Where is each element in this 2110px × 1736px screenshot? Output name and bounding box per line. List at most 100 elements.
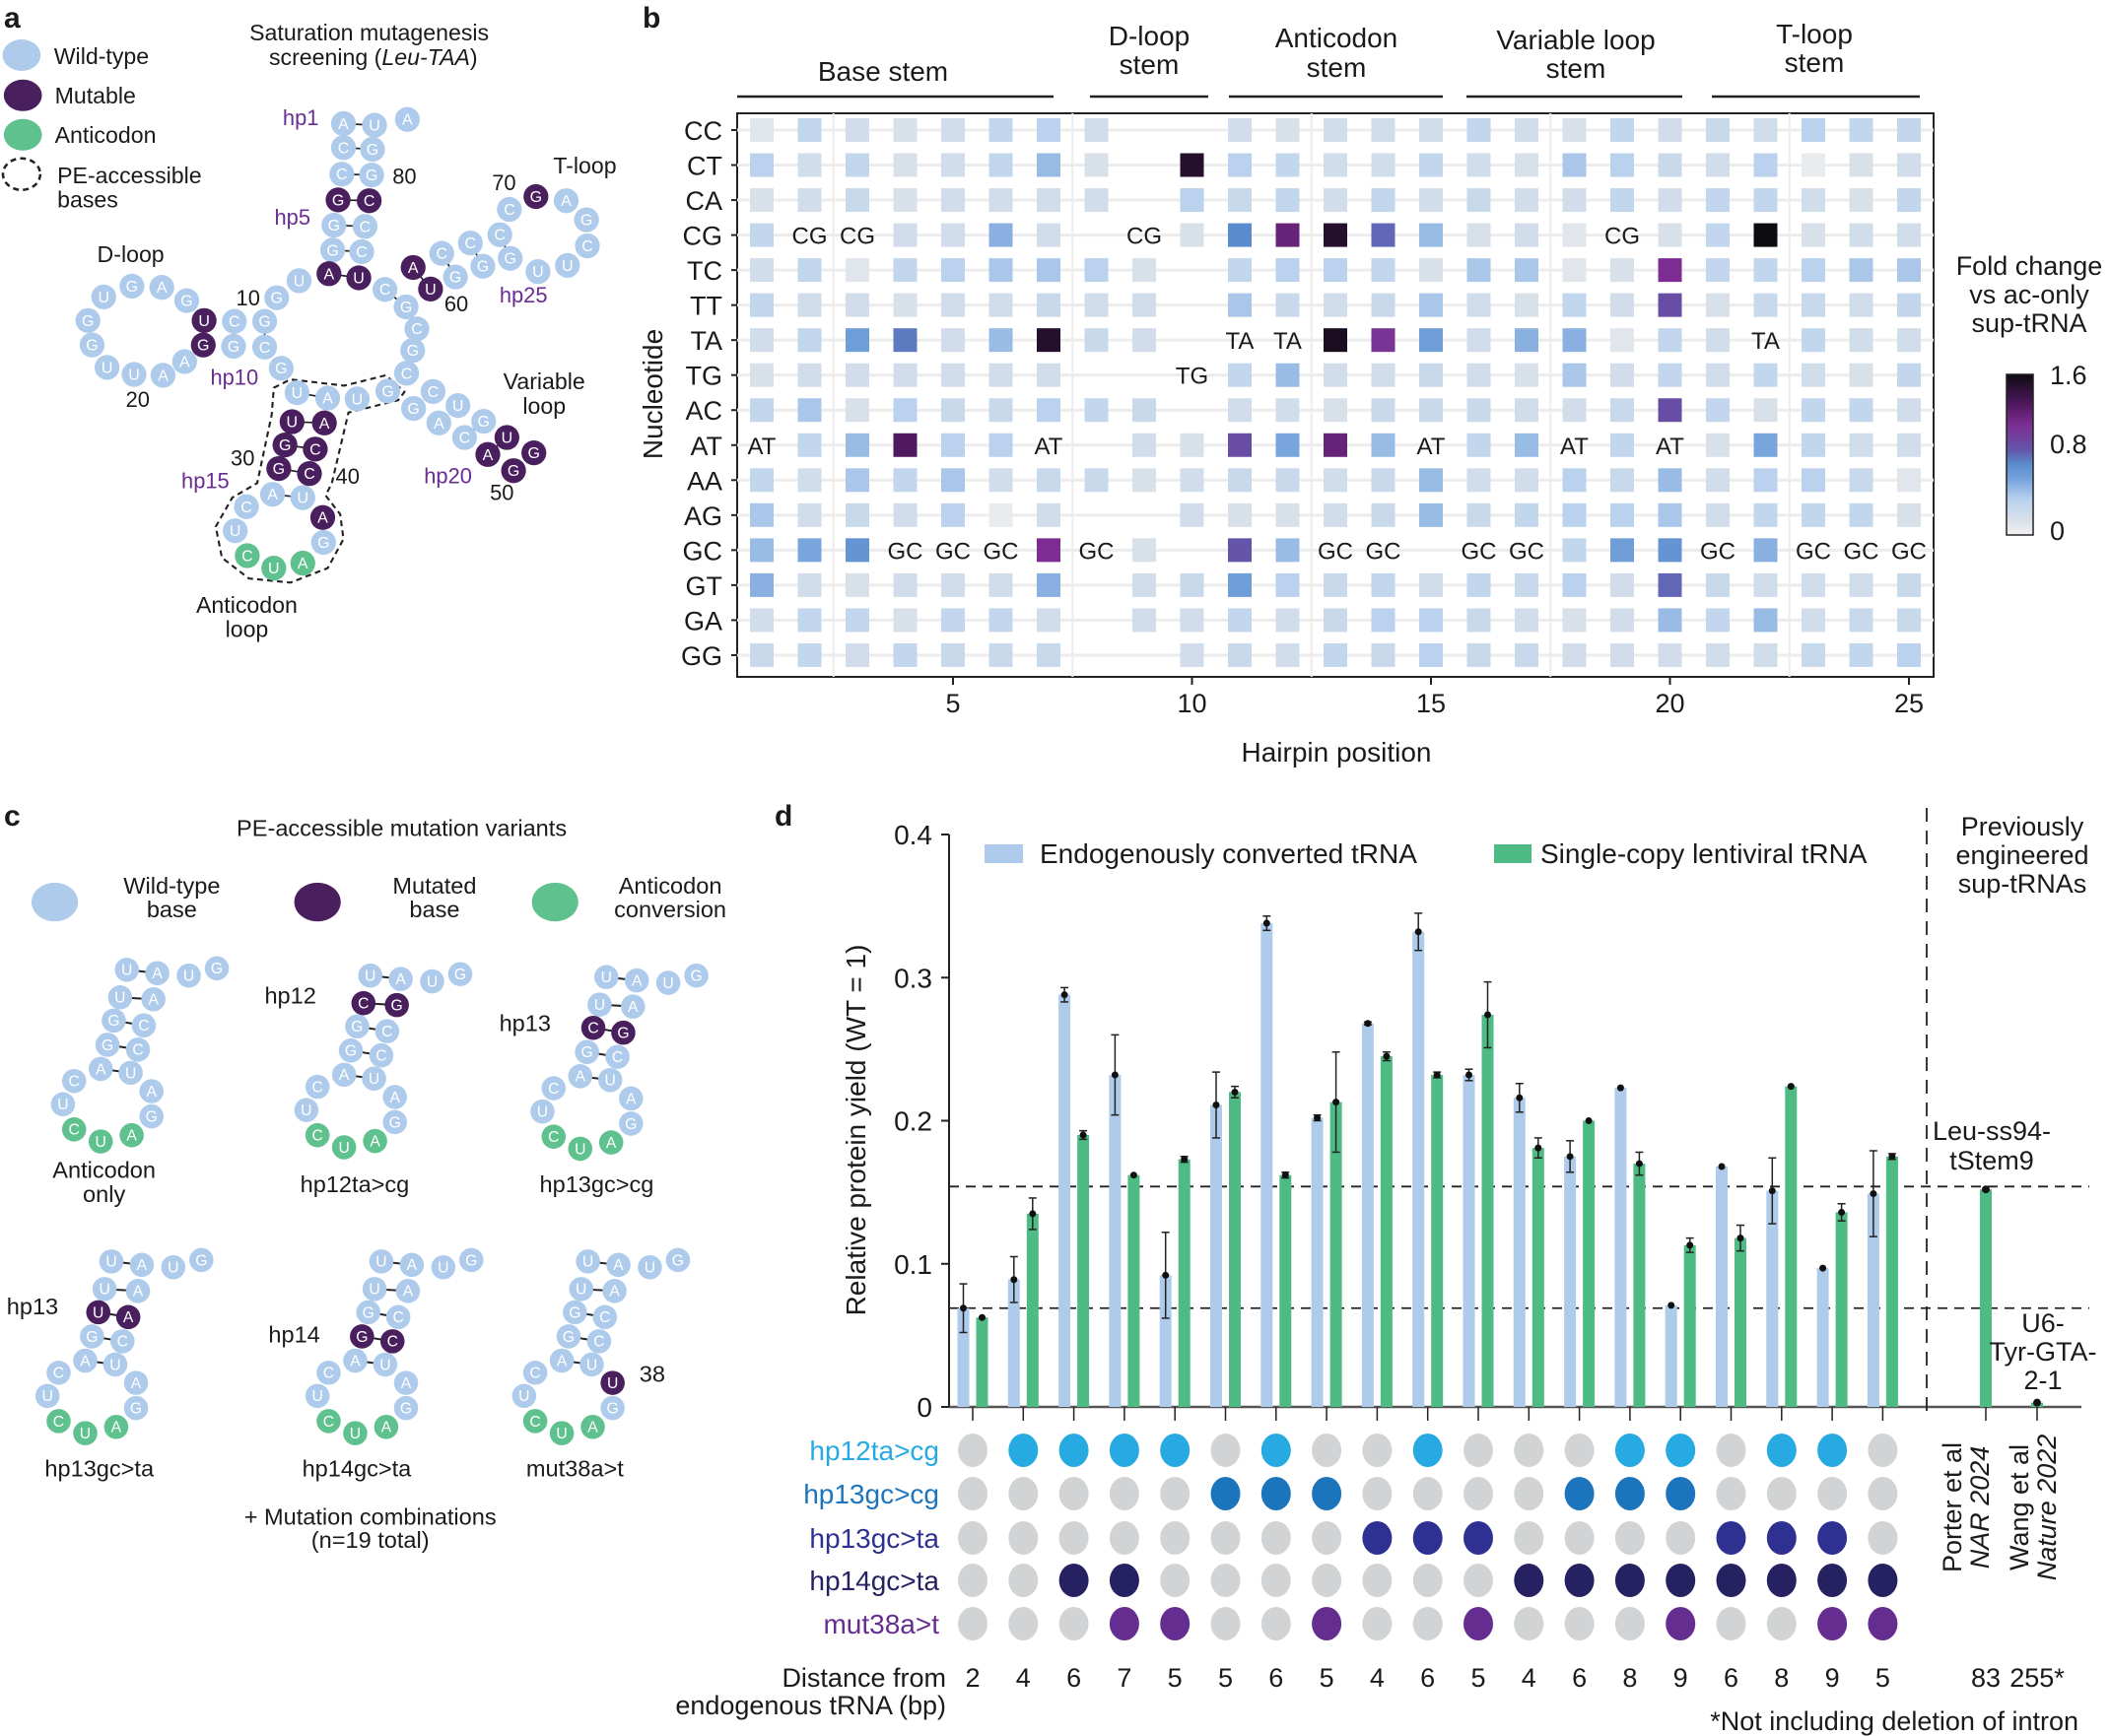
nucleotide-base: C — [259, 340, 271, 357]
nucleotide-circle — [580, 1414, 605, 1439]
heatmap-cell — [988, 572, 1013, 597]
distance-value: 6 — [1724, 1663, 1738, 1693]
nucleotide-circle — [592, 1304, 618, 1330]
heatmap-cell — [1275, 433, 1300, 457]
nucleotide-base: C — [241, 548, 253, 565]
position-number: 20 — [126, 387, 150, 412]
heatmap-cell — [1180, 188, 1204, 213]
row-label: GG — [681, 641, 722, 671]
nucleotide-circle — [121, 362, 147, 387]
distance-value: 2 — [965, 1663, 980, 1693]
heatmap-cell — [1515, 223, 1538, 247]
replicate-point — [1787, 1083, 1795, 1091]
nucleotide-base: U — [301, 1102, 311, 1119]
nucleotide-base: G — [563, 1329, 575, 1346]
nucleotide-circle — [384, 992, 409, 1018]
nucleotide-circle — [149, 275, 174, 300]
nucleotide-base: G — [407, 343, 419, 360]
legend-anticodon-swatch — [3, 118, 42, 151]
heatmap-cell — [1706, 608, 1730, 633]
legend-swatch — [31, 882, 79, 922]
nucleotide-base: U — [42, 1388, 53, 1405]
heatmap-cell — [941, 398, 965, 423]
nucleotide: A — [150, 363, 176, 388]
nucleotide-base: A — [628, 999, 639, 1016]
mutation-absent-dot — [1362, 1477, 1393, 1510]
replicate-point — [1585, 1117, 1593, 1124]
heatmap-cell — [988, 258, 1013, 283]
heatmap-cell — [941, 328, 965, 353]
nucleotide-base: U — [287, 415, 299, 432]
variant-hairpin-label: hp12 — [264, 983, 315, 1009]
heatmap-cell — [1037, 608, 1060, 633]
heatmap-cell — [988, 433, 1013, 457]
heatmap-cell — [846, 642, 869, 667]
mutation-present-dot — [1412, 1521, 1443, 1555]
heatmap-cell — [1802, 188, 1825, 213]
nucleotide-circle — [369, 1249, 394, 1274]
heatmap-cell — [1419, 642, 1443, 667]
mutation-absent-dot — [958, 1607, 987, 1640]
nucleotide-base: A — [434, 416, 444, 433]
heatmap-cell — [1466, 398, 1491, 423]
nucleotide: G — [501, 458, 526, 484]
lentiviral-bar — [1077, 1135, 1090, 1407]
nucleotide-base: A — [179, 354, 190, 370]
nucleotide-circle — [374, 1019, 400, 1043]
nucleotide: U — [261, 555, 287, 581]
position-number: 60 — [444, 292, 468, 316]
mutation-absent-dot — [1614, 1607, 1645, 1640]
combinations-count: (n=19 total) — [311, 1527, 430, 1553]
legend-label: Wild-type — [123, 873, 220, 899]
nucleotide-base: C — [581, 238, 593, 255]
hairpin-label: hp1 — [283, 105, 319, 130]
heatmap-cell — [1228, 118, 1252, 142]
mutation-absent-dot — [1514, 1434, 1544, 1467]
heatmap-cell — [750, 398, 774, 423]
endogenous-bar — [1766, 1190, 1779, 1407]
mutation-present-dot — [1666, 1564, 1696, 1597]
distance-value: 7 — [1117, 1663, 1131, 1693]
nucleotide-base: A — [147, 1084, 158, 1101]
heatmap-cell — [1849, 118, 1873, 142]
hairpin-label: hp25 — [500, 283, 548, 307]
nucleotide: G — [310, 529, 336, 556]
heatmap-cell — [893, 433, 918, 457]
nucleotide-circle — [338, 1038, 364, 1063]
heatmap-cell — [1753, 433, 1778, 457]
heatmap-cell — [750, 118, 774, 142]
replicate-point — [1819, 1264, 1827, 1272]
nucleotide-base: U — [114, 990, 125, 1007]
heatmap-cell — [1180, 572, 1204, 597]
heatmap-cell — [846, 538, 869, 563]
heatmap-cell — [1562, 258, 1587, 283]
nucleotide-circle — [379, 1329, 405, 1354]
heatmap-cell — [1180, 468, 1204, 493]
heatmap-cell — [797, 328, 822, 353]
heatmap-cell — [797, 608, 822, 633]
nucleotide-circle — [579, 1352, 604, 1377]
heatmap-cell — [1515, 153, 1538, 177]
heatmap-cell — [1753, 502, 1778, 527]
nucleotide-circle — [286, 268, 312, 294]
heatmap-cell — [1706, 188, 1730, 213]
nucleotide-circle — [150, 363, 176, 388]
reference-source: Porter et al — [1938, 1442, 1967, 1572]
heatmap-cell — [1562, 293, 1587, 317]
nucleotide-circle — [73, 1421, 98, 1445]
heatmap-cell — [1180, 642, 1204, 667]
heatmap-cell — [1180, 433, 1204, 457]
heatmap-cell — [1324, 258, 1347, 283]
nucleotide-circle — [400, 338, 426, 364]
colorbar-tick-label: 0 — [2050, 516, 2065, 546]
mutation-present-dot — [1564, 1564, 1595, 1597]
heatmap-cell — [988, 328, 1013, 353]
nucleotide: C — [372, 277, 398, 302]
heatmap-cell — [1084, 118, 1109, 142]
nucleotide-base: G — [400, 1401, 412, 1418]
heatmap-cell — [1084, 468, 1109, 493]
heatmap-cell — [1132, 293, 1156, 317]
heatmap-cell — [1562, 608, 1587, 633]
